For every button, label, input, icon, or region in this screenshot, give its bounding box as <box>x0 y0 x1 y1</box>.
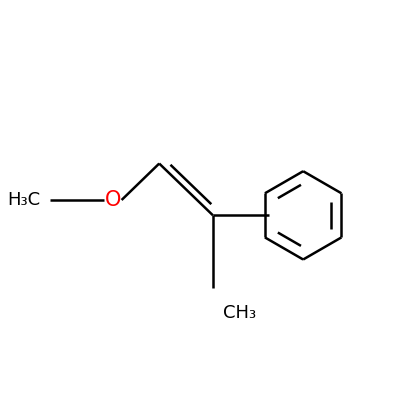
Text: CH₃: CH₃ <box>222 304 256 322</box>
Text: O: O <box>105 190 121 210</box>
Text: H₃C: H₃C <box>7 191 40 209</box>
